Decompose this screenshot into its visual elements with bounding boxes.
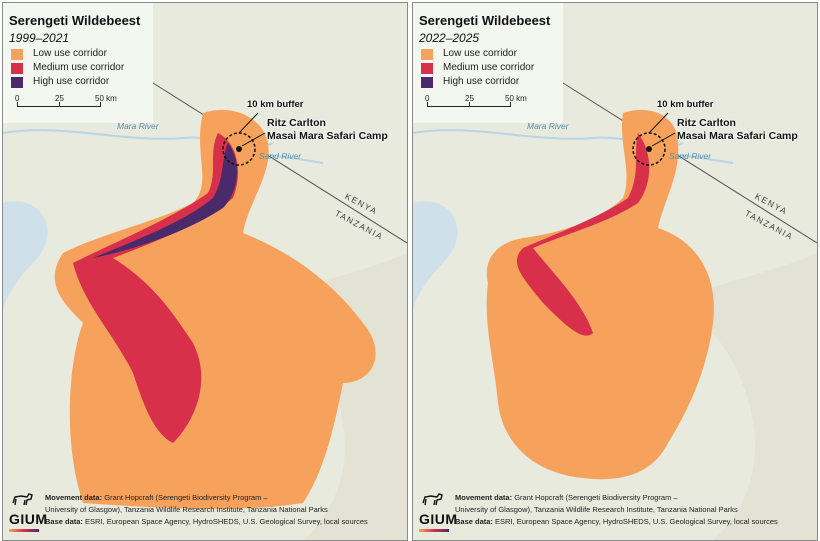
scale-label-50: 50 km <box>95 94 117 103</box>
low-use-corridor <box>54 109 376 509</box>
credits: GIUM Movement data: Grant Hopcraft (Sere… <box>7 489 405 537</box>
credit-movement: Movement data: Grant Hopcraft (Serengeti… <box>455 493 678 502</box>
river-label-mara: Mara River <box>117 121 159 131</box>
credit-base: Base data: ESRI, European Space Agency, … <box>455 517 778 526</box>
map-panel-1999-2021: Serengeti Wildebeest 1999–2021 Low use c… <box>2 2 408 541</box>
buffer-label: 10 km buffer <box>657 99 714 110</box>
river-label-mara: Mara River <box>527 121 569 131</box>
lake-victoria <box>3 201 48 313</box>
scale-label-50: 50 km <box>505 94 527 103</box>
legend-label-high: High use corridor <box>33 76 110 87</box>
high-swatch <box>11 77 23 88</box>
map-title: Serengeti Wildebeest <box>9 13 141 28</box>
legend-label-high: High use corridor <box>443 76 520 87</box>
legend-label-medium: Medium use corridor <box>443 62 535 73</box>
legend: Serengeti Wildebeest 1999–2021 Low use c… <box>3 3 153 123</box>
river-label-sand: Sand River <box>669 151 712 161</box>
logo: GIUM <box>9 511 48 527</box>
camp-marker <box>236 146 242 152</box>
legend-label-low: Low use corridor <box>33 48 107 59</box>
basemap <box>413 3 817 540</box>
credit-base: Base data: ESRI, European Space Agency, … <box>45 517 368 526</box>
medium-use-corridor <box>516 133 650 336</box>
camp-label-1: Ritz Carlton <box>267 117 326 129</box>
buffer-circle <box>632 132 666 166</box>
credit-movement-2: University of Glasgow), Tanzania Wildlif… <box>45 505 328 514</box>
logo: GIUM <box>419 511 458 527</box>
logo-bar <box>419 529 449 532</box>
river-label-sand: Sand River <box>259 151 302 161</box>
scale-bar: 0 25 50 km <box>425 94 527 116</box>
scale-label-25: 25 <box>55 94 64 103</box>
buffer-circle <box>222 132 256 166</box>
lake-victoria <box>413 201 458 313</box>
camp-label-2: Masai Mara Safari Camp <box>677 130 798 142</box>
map-period: 1999–2021 <box>9 31 70 45</box>
credit-movement: Movement data: Grant Hopcraft (Serengeti… <box>45 493 268 502</box>
low-swatch <box>11 49 23 60</box>
scale-label-0: 0 <box>425 94 430 103</box>
camp-label-1: Ritz Carlton <box>677 117 736 129</box>
logo-bar <box>9 529 39 532</box>
map-title: Serengeti Wildebeest <box>419 13 551 28</box>
legend-label-medium: Medium use corridor <box>33 62 125 73</box>
basemap <box>3 3 407 540</box>
legend-label-low: Low use corridor <box>443 48 517 59</box>
camp-marker <box>646 146 652 152</box>
medium-swatch <box>11 63 23 74</box>
wildebeest-icon <box>12 493 33 506</box>
high-swatch <box>421 77 433 88</box>
buffer-label: 10 km buffer <box>247 99 304 110</box>
low-use-corridor <box>486 109 714 480</box>
camp-label-2: Masai Mara Safari Camp <box>267 130 388 142</box>
scale-label-0: 0 <box>15 94 20 103</box>
map-panel-2022-2025: Serengeti Wildebeest 2022–2025 Low use c… <box>412 2 818 541</box>
map-period: 2022–2025 <box>419 31 480 45</box>
high-use-corridor <box>93 143 238 258</box>
medium-swatch <box>421 63 433 74</box>
scale-label-25: 25 <box>465 94 474 103</box>
credits: GIUM Movement data: Grant Hopcraft (Sere… <box>417 489 815 537</box>
scale-bar: 0 25 50 km <box>15 94 117 116</box>
border-line <box>152 82 407 244</box>
low-swatch <box>421 49 433 60</box>
legend: Serengeti Wildebeest 2022–2025 Low use c… <box>413 3 563 123</box>
border-line <box>562 82 817 244</box>
wildebeest-icon <box>422 493 443 506</box>
credit-movement-2: University of Glasgow), Tanzania Wildlif… <box>455 505 738 514</box>
